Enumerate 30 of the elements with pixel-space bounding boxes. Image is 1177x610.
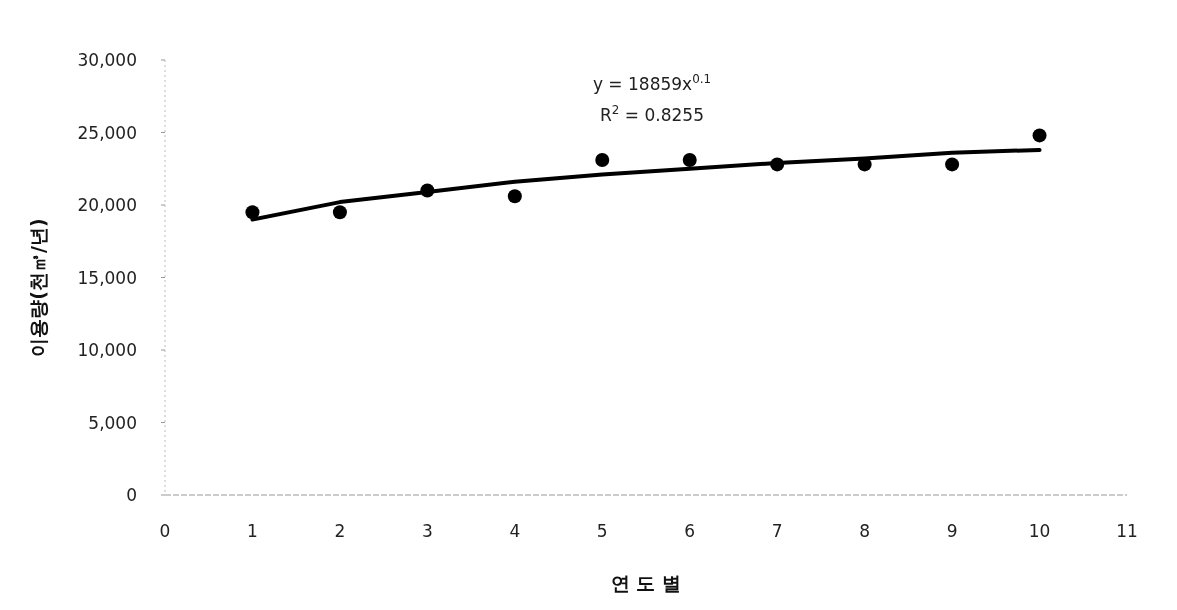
- y-tick-label: 10,000: [77, 340, 137, 360]
- point: [507, 189, 522, 204]
- x-tick-label: 7: [771, 521, 783, 541]
- y-tick-label: 20,000: [77, 195, 137, 215]
- point: [245, 205, 260, 220]
- x-tick-label: 4: [509, 521, 521, 541]
- x-tick-label: 5: [596, 521, 608, 541]
- annotation: R$^{2}$ = 0.8255: [600, 103, 704, 125]
- x-axis-title: 연 도 별: [610, 572, 682, 594]
- y-axis-title: 이용량(천㎥/년): [27, 218, 49, 357]
- x-tick-label: 8: [859, 521, 871, 541]
- annotation: y = 18859x$^{0.1}$: [592, 72, 712, 94]
- y-tick-label: 25,000: [77, 122, 137, 143]
- x-tick-label: 0: [159, 521, 171, 541]
- point: [682, 153, 697, 168]
- x-tick-label: 2: [334, 521, 346, 541]
- x-tick-label: 9: [946, 521, 958, 541]
- x-tick-label: 3: [421, 521, 433, 541]
- point: [945, 157, 960, 172]
- x-tick-label: 1: [247, 521, 258, 541]
- x-tick-label: 6: [684, 521, 696, 541]
- point: [332, 205, 347, 220]
- point: [595, 153, 610, 168]
- y-tick-label: 5,000: [88, 412, 137, 433]
- x-tick-label: 11: [1116, 521, 1138, 541]
- y-tick-label: 0: [126, 485, 137, 505]
- point: [1032, 128, 1047, 143]
- x-tick-label: 10: [1028, 521, 1051, 541]
- y-tick-label: 15,000: [77, 267, 137, 288]
- y-tick-label: 30,000: [77, 50, 137, 70]
